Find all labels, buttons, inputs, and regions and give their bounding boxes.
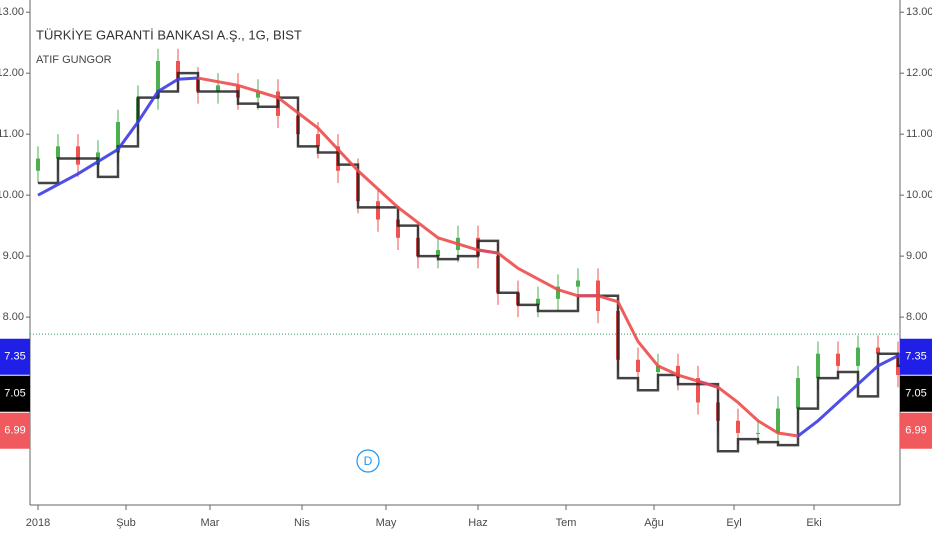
- candle-body: [116, 121, 120, 153]
- candle-body: [736, 420, 740, 433]
- candle-body: [776, 408, 780, 433]
- x-tick-label: 2018: [26, 517, 50, 529]
- price-label: 7.05: [905, 388, 926, 400]
- price-label: 6.99: [4, 425, 25, 437]
- y-tick-label: 8.00: [3, 311, 24, 323]
- candle-body: [76, 146, 80, 165]
- candle-body: [256, 91, 260, 98]
- candle-body: [536, 298, 540, 305]
- x-tick-label: Ağu: [644, 517, 664, 529]
- x-tick-label: Mar: [201, 517, 220, 529]
- candle-body: [556, 286, 560, 299]
- x-tick-label: Eki: [806, 517, 821, 529]
- candle-body: [176, 60, 180, 80]
- y-tick-label-right: 9.00: [906, 250, 927, 262]
- x-tick-label: Şub: [116, 517, 136, 529]
- y-tick-label: 13.00: [0, 6, 24, 18]
- candle-body: [576, 280, 580, 287]
- price-label-box: [0, 375, 30, 412]
- y-tick-label: 10.00: [0, 189, 24, 201]
- candle-body: [856, 347, 860, 366]
- price-label-box: [900, 375, 932, 412]
- y-tick-label-right: 11.00: [906, 128, 932, 140]
- candle-body: [396, 219, 400, 238]
- x-tick-label: May: [376, 517, 397, 529]
- event-marker-label: D: [364, 454, 373, 468]
- candle-body: [696, 378, 700, 403]
- x-tick-label: Haz: [468, 517, 488, 529]
- price-label: 7.35: [4, 351, 25, 363]
- chart-title: TÜRKİYE GARANTİ BANKASI A.Ş., 1G, BIST: [36, 27, 302, 42]
- price-label: 6.99: [905, 425, 926, 437]
- candle-body: [436, 250, 440, 257]
- y-tick-label: 11.00: [0, 128, 24, 140]
- y-tick-label-right: 10.00: [906, 189, 932, 201]
- y-tick-label-right: 13.00: [906, 6, 932, 18]
- candle-body: [36, 158, 40, 171]
- candle-body: [796, 378, 800, 409]
- price-label: 7.35: [905, 351, 926, 363]
- y-tick-label-right: 12.00: [906, 67, 932, 79]
- candle-body: [756, 432, 760, 434]
- x-tick-label: Nis: [294, 517, 310, 529]
- candle-body: [636, 359, 640, 372]
- candle-body: [56, 146, 60, 159]
- price-label-box: [0, 338, 30, 375]
- candle-body: [816, 353, 820, 379]
- y-tick-label: 12.00: [0, 67, 24, 79]
- x-tick-label: Tem: [556, 517, 577, 529]
- price-label-box: [0, 412, 30, 449]
- candle-body: [876, 347, 880, 354]
- event-marker: [356, 449, 380, 473]
- indicator-name: ATIF GUNGOR: [36, 54, 112, 66]
- moving-average: [197, 76, 799, 438]
- candle-body: [656, 365, 660, 372]
- y-tick-label: 9.00: [3, 250, 24, 262]
- price-label-box: [900, 338, 932, 375]
- candle-body: [156, 60, 160, 98]
- price-label: 7.05: [4, 388, 25, 400]
- candle-body: [376, 201, 380, 220]
- x-tick-label: Eyl: [726, 517, 741, 529]
- candle-body: [316, 134, 320, 147]
- candle-body: [676, 365, 680, 379]
- candle-body: [836, 353, 840, 366]
- price-label-box: [900, 412, 932, 449]
- y-tick-label-right: 8.00: [906, 311, 927, 323]
- candle-body: [216, 85, 220, 92]
